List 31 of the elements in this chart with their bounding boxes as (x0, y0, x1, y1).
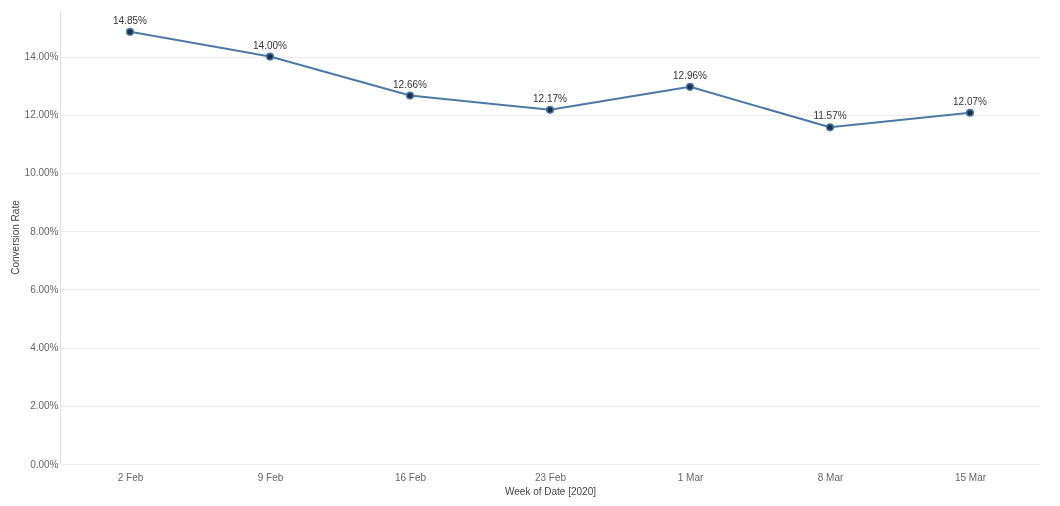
point (825, 123, 835, 132)
x-tick-label: 15 Mar (954, 471, 987, 483)
x-tick-label: 23 Feb (534, 471, 567, 483)
text: 14.85% (113, 14, 147, 26)
y-axis-title: Conversion Rate (9, 199, 21, 275)
point (545, 105, 555, 114)
text: 11.57% (813, 110, 847, 122)
point (965, 108, 975, 117)
y-tick-label: 0.00% (30, 458, 59, 470)
point (265, 52, 275, 61)
y-tick-label: 14.00% (24, 51, 59, 63)
point (405, 91, 415, 100)
x-tick-label: 16 Feb (394, 471, 427, 483)
text: 12.17% (533, 92, 567, 104)
x-tick-label: 2 Feb (117, 471, 144, 483)
y-tick-label: 10.00% (24, 167, 59, 179)
y-tick-label: 12.00% (24, 109, 59, 121)
text: 12.66% (393, 78, 427, 90)
x-tick-label: 9 Feb (257, 471, 284, 483)
x-tick-label: 8 Mar (817, 471, 844, 483)
point (125, 27, 135, 36)
text: 12.96% (673, 69, 707, 81)
y-tick-label: 2.00% (30, 400, 59, 412)
text: 14.00% (253, 39, 287, 51)
y-tick-label: 8.00% (30, 225, 59, 237)
text: 12.07% (953, 95, 987, 107)
x-axis-title: Week of Date [2020] (505, 485, 597, 497)
y-tick-label: 4.00% (30, 342, 59, 354)
y-tick-label: 6.00% (30, 283, 59, 295)
x-tick-label: 1 Mar (677, 471, 704, 483)
point (685, 82, 695, 91)
